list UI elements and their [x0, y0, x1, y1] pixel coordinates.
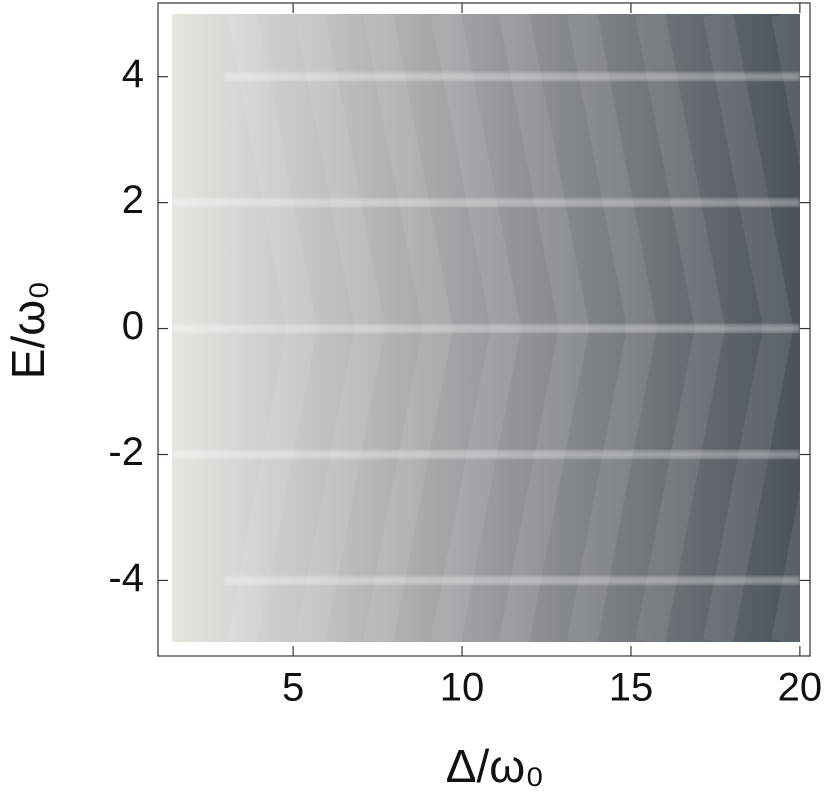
x-tick-label: 10	[440, 666, 485, 710]
shade	[771, 11, 830, 645]
x-axis-label: Δ/ω₀	[446, 740, 545, 792]
y-tick-label: 4	[122, 52, 144, 96]
y-tick-label: 2	[122, 178, 144, 222]
y-axis-label: E/ω₀	[2, 281, 54, 379]
y-tick-label: -2	[108, 430, 144, 474]
x-tick-label: 20	[778, 666, 823, 710]
x-tick-label: 5	[282, 666, 304, 710]
y-tick-label: 0	[122, 304, 144, 348]
y-tick-label: -4	[108, 556, 144, 600]
x-tick-label: 15	[609, 666, 654, 710]
frame	[157, 2, 811, 657]
